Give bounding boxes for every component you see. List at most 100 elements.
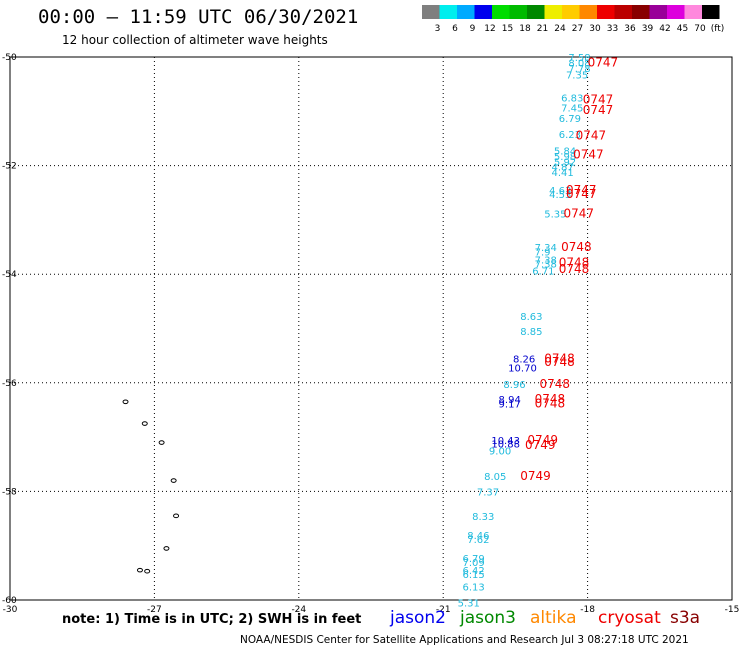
colorbar-swatch [649,5,667,19]
swh-value: 6.23 [559,130,581,141]
time-label: 0748 [559,255,590,269]
colorbar-unit: (ft) [711,24,725,34]
lon-tick-label: -27 [147,605,162,615]
swh-value: 6.13 [462,582,484,593]
colorbar-swatch [614,5,632,19]
time-label: 0748 [539,377,570,391]
time-label: 0747 [588,55,619,69]
time-label: 0748 [561,240,592,254]
time-label: 0747 [583,92,614,106]
colorbar-swatch [439,5,457,19]
island-outline [173,513,180,519]
lat-tick-label: -52 [2,162,17,172]
swh-value: 5.84 [554,146,576,157]
swh-value: 4.53 [549,190,571,201]
swh-value: 7.09 [462,558,484,569]
swh-value: 8.85 [520,327,542,338]
lat-tick-label: -60 [2,596,17,606]
colorbar-swatch [474,5,492,19]
swh-value: 5.92 [554,157,576,168]
swh-value: 8.33 [472,512,494,523]
swh-value: 6.79 [559,114,581,125]
map-title: 00:00 – 11:59 UTC 06/30/2021 [38,6,359,28]
colorbar-swatch [527,5,545,19]
swh-value: 4.63 [549,186,571,197]
swh-value: 8.26 [513,354,535,365]
colorbar-label: 24 [554,24,566,34]
colorbar-label: 30 [589,24,601,34]
colorbar-label: 18 [519,24,531,34]
legend-jason2: jason2 [390,608,446,628]
swh-value: 7.9 [535,247,551,258]
colorbar-label: 21 [537,24,548,34]
time-label: 0747 [583,103,614,117]
island-outline [170,478,177,483]
colorbar-swatch [667,5,685,19]
colorbar-swatch [544,5,562,19]
island-outline [122,399,129,405]
legend-s3a: s3a [670,608,701,628]
time-label: 0749 [525,438,556,452]
swh-value: 6.15 [462,570,484,581]
time-label: 0748 [535,392,566,406]
swh-value: 6.79 [462,554,484,565]
colorbar-label: 3 [435,24,441,34]
swh-value: 6.71 [532,266,554,277]
swh-value: 5.35 [544,209,566,220]
legend-altika: altika [530,608,577,628]
time-label: 0747 [576,129,607,143]
colorbar-label: 6 [452,24,458,34]
time-label: 0747 [566,187,597,201]
lat-tick-label: -58 [2,487,17,497]
swh-value: 9.00 [489,447,511,458]
lon-tick-label: -21 [436,605,451,615]
lat-tick-label: -50 [2,53,17,63]
lon-tick-label: -18 [580,605,595,615]
colorbar-swatch [702,5,720,19]
colorbar-label: 39 [642,24,654,34]
swh-value: 7.45 [561,103,583,114]
swh-value: 7.58 [568,53,590,64]
time-label: 0747 [564,206,595,220]
lat-tick-label: -56 [2,379,17,389]
map-subtitle: 12 hour collection of altimeter wave hei… [62,33,328,47]
swh-value: 5.98 [554,152,576,163]
swh-value: 8.94 [499,395,521,406]
swh-value: 10.43 [491,436,520,447]
colorbar-label: 70 [694,24,706,34]
swh-value: 7.38 [535,259,557,270]
lon-tick-label: -15 [725,605,740,615]
lon-tick-label: -30 [3,605,18,615]
footer-credit: NOAA/NESDIS Center for Satellite Applica… [240,634,689,646]
swh-value: 9.17 [499,399,521,410]
swh-value: 7.62 [467,535,489,546]
colorbar-swatch [457,5,475,19]
swh-value: 10.88 [491,440,520,451]
colorbar-label: 15 [502,24,513,34]
lat-tick-label: -54 [2,270,17,280]
island-outline [158,440,165,445]
colorbar-label: 36 [624,24,636,34]
colorbar-swatch [562,5,580,19]
swh-value: 8.96 [503,380,525,391]
swh-value: 4.41 [552,168,574,179]
colorbar-label: 27 [572,24,583,34]
time-label: 0748 [544,351,575,365]
island-outline [141,421,148,426]
colorbar-label: 42 [659,24,670,34]
swh-value: 8.08 [568,58,590,69]
colorbar-swatch [684,5,702,19]
swh-value: 7.78 [568,64,590,75]
map-frame [9,56,733,601]
swh-value: 8.05 [484,472,506,483]
swh-value: 10.70 [508,364,537,375]
footer-note: note: 1) Time is in UTC; 2) SWH is in fe… [62,612,362,627]
colorbar-swatch [422,5,440,19]
colorbar-swatch [597,5,615,19]
island-outline [136,567,143,573]
time-label: 0749 [520,469,551,483]
time-label: 0748 [559,262,590,276]
swh-value: 7.37 [477,487,499,498]
